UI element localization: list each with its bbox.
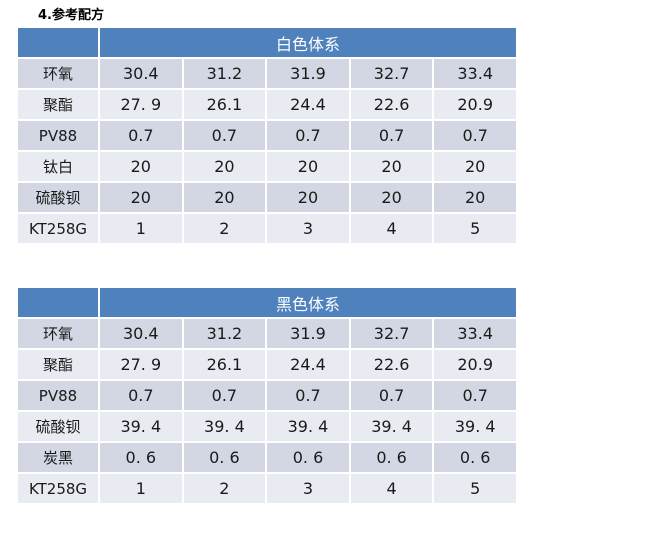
- value-cell: 0.7: [432, 379, 518, 412]
- row-label: 硫酸钡: [16, 410, 100, 443]
- value-cell: 31.9: [265, 317, 351, 350]
- table-corner-cell: [16, 286, 100, 319]
- value-cell: 2: [181, 472, 268, 505]
- value-cell: 32.7: [348, 57, 435, 90]
- value-cell: 20: [348, 150, 435, 183]
- value-cell: 5: [432, 212, 518, 245]
- value-cell: 3: [265, 212, 351, 245]
- value-cell: 0. 6: [348, 441, 435, 474]
- row-label: KT258G: [16, 472, 100, 505]
- value-cell: 27. 9: [98, 348, 184, 381]
- value-cell: 0.7: [348, 119, 435, 152]
- value-cell: 0. 6: [181, 441, 268, 474]
- table-system-header: 白色体系: [98, 26, 518, 59]
- table-row: 聚酯 27. 9 26.1 24.4 22.6 20.9: [16, 88, 518, 121]
- value-cell: 0.7: [98, 119, 184, 152]
- value-cell: 20: [432, 150, 518, 183]
- value-cell: 20: [181, 181, 268, 214]
- value-cell: 4: [348, 212, 435, 245]
- value-cell: 2: [181, 212, 268, 245]
- black-system-table: 黑色体系 环氧 30.4 31.2 31.9 32.7 33.4 聚酯 27. 9 26.1 24.…: [16, 286, 518, 505]
- value-cell: 5: [432, 472, 518, 505]
- value-cell: 26.1: [181, 88, 268, 121]
- row-label: 聚酯: [16, 88, 100, 121]
- value-cell: 20.9: [432, 348, 518, 381]
- row-label: 炭黑: [16, 441, 100, 474]
- table-row: PV88 0.7 0.7 0.7 0.7 0.7: [16, 119, 518, 152]
- value-cell: 20: [98, 150, 184, 183]
- table-row: 钛白 20 20 20 20 20: [16, 150, 518, 183]
- value-cell: 4: [348, 472, 435, 505]
- value-cell: 30.4: [98, 317, 184, 350]
- value-cell: 0.7: [98, 379, 184, 412]
- value-cell: 20: [98, 181, 184, 214]
- value-cell: 20: [265, 150, 351, 183]
- white-system-table: 白色体系 环氧 30.4 31.2 31.9 32.7 33.4 聚酯 27. 9 26.1 24.…: [16, 26, 518, 245]
- value-cell: 0. 6: [265, 441, 351, 474]
- value-cell: 20: [348, 181, 435, 214]
- value-cell: 24.4: [265, 348, 351, 381]
- table-row: KT258G 1 2 3 4 5: [16, 472, 518, 505]
- row-label: 环氧: [16, 317, 100, 350]
- value-cell: 1: [98, 472, 184, 505]
- value-cell: 32.7: [348, 317, 435, 350]
- value-cell: 0. 6: [98, 441, 184, 474]
- row-label: PV88: [16, 119, 100, 152]
- row-label: KT258G: [16, 212, 100, 245]
- value-cell: 1: [98, 212, 184, 245]
- table-header-row: 白色体系: [16, 26, 518, 59]
- row-label: 钛白: [16, 150, 100, 183]
- table-row: KT258G 1 2 3 4 5: [16, 212, 518, 245]
- value-cell: 39. 4: [348, 410, 435, 443]
- value-cell: 26.1: [181, 348, 268, 381]
- row-label: 聚酯: [16, 348, 100, 381]
- value-cell: 30.4: [98, 57, 184, 90]
- table-system-header: 黑色体系: [98, 286, 518, 319]
- row-label: 环氧: [16, 57, 100, 90]
- value-cell: 33.4: [432, 57, 518, 90]
- table-row: 聚酯 27. 9 26.1 24.4 22.6 20.9: [16, 348, 518, 381]
- value-cell: 27. 9: [98, 88, 184, 121]
- value-cell: 0.7: [432, 119, 518, 152]
- value-cell: 0.7: [181, 379, 268, 412]
- table-row: 环氧 30.4 31.2 31.9 32.7 33.4: [16, 317, 518, 350]
- value-cell: 39. 4: [265, 410, 351, 443]
- value-cell: 3: [265, 472, 351, 505]
- value-cell: 0.7: [265, 379, 351, 412]
- value-cell: 31.2: [181, 317, 268, 350]
- table-row: 环氧 30.4 31.2 31.9 32.7 33.4: [16, 57, 518, 90]
- value-cell: 0.7: [265, 119, 351, 152]
- value-cell: 20.9: [432, 88, 518, 121]
- table-row: 炭黑 0. 6 0. 6 0. 6 0. 6 0. 6: [16, 441, 518, 474]
- value-cell: 39. 4: [98, 410, 184, 443]
- value-cell: 24.4: [265, 88, 351, 121]
- table-row: 硫酸钡 20 20 20 20 20: [16, 181, 518, 214]
- row-label: 硫酸钡: [16, 181, 100, 214]
- value-cell: 0. 6: [432, 441, 518, 474]
- page-title: 4.参考配方: [38, 8, 104, 23]
- value-cell: 22.6: [348, 348, 435, 381]
- value-cell: 33.4: [432, 317, 518, 350]
- value-cell: 31.9: [265, 57, 351, 90]
- value-cell: 39. 4: [181, 410, 268, 443]
- table-corner-cell: [16, 26, 100, 59]
- row-label: PV88: [16, 379, 100, 412]
- value-cell: 0.7: [181, 119, 268, 152]
- table-row: 硫酸钡 39. 4 39. 4 39. 4 39. 4 39. 4: [16, 410, 518, 443]
- value-cell: 20: [265, 181, 351, 214]
- value-cell: 0.7: [348, 379, 435, 412]
- table-header-row: 黑色体系: [16, 286, 518, 319]
- value-cell: 20: [432, 181, 518, 214]
- value-cell: 39. 4: [432, 410, 518, 443]
- value-cell: 20: [181, 150, 268, 183]
- value-cell: 22.6: [348, 88, 435, 121]
- value-cell: 31.2: [181, 57, 268, 90]
- table-row: PV88 0.7 0.7 0.7 0.7 0.7: [16, 379, 518, 412]
